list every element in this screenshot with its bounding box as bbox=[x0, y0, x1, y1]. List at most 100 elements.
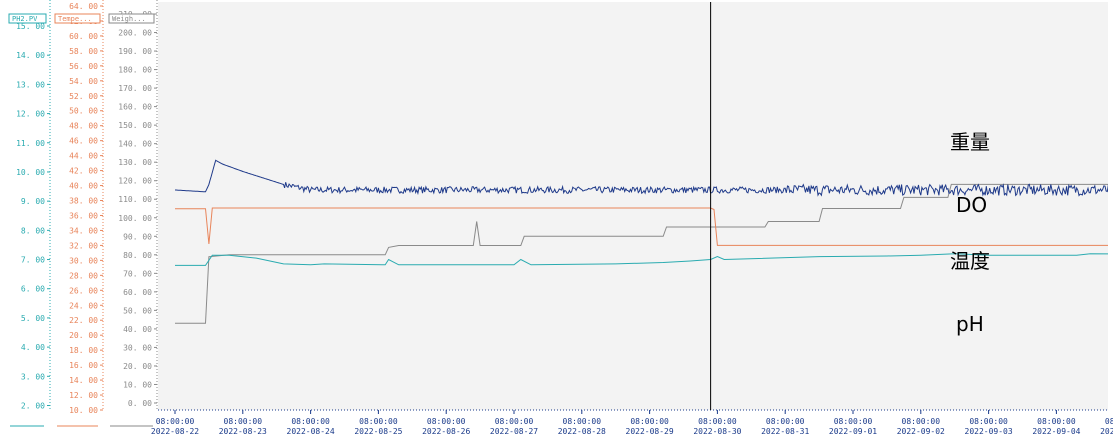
x-tick-date: 2022-09-04 bbox=[1032, 427, 1080, 436]
weight-tick-label: 20. 00 bbox=[123, 362, 152, 371]
weight-tick-label: 150. 00 bbox=[118, 121, 152, 130]
weight-tick-label: 130. 00 bbox=[118, 158, 152, 167]
ph-tick-label: 13. 00 bbox=[16, 80, 45, 89]
x-tick-time: 08:00:00 bbox=[698, 417, 737, 426]
temp-tick-label: 44. 00 bbox=[69, 152, 98, 161]
x-axis-ticks: 08:00:002022-08-2208:00:002022-08-2308:0… bbox=[151, 410, 1113, 436]
x-tick-date: 2022-08-23 bbox=[219, 427, 267, 436]
x-tick-date: 2022-08-25 bbox=[354, 427, 402, 436]
temp-tick-label: 12. 00 bbox=[69, 391, 98, 400]
weight-tick-label: 170. 00 bbox=[118, 84, 152, 93]
weight-tick-label: 110. 00 bbox=[118, 195, 152, 204]
temp-tick-label: 24. 00 bbox=[69, 301, 98, 310]
weight-tick-label: 40. 00 bbox=[123, 325, 152, 334]
x-tick-time: 08:00:00 bbox=[969, 417, 1008, 426]
temp-tick-label: 18. 00 bbox=[69, 346, 98, 355]
x-tick-date: 2022-08-26 bbox=[422, 427, 470, 436]
temp-tick-label: 54. 00 bbox=[69, 77, 98, 86]
annotation-ph: pH bbox=[956, 312, 984, 336]
axis-panel: 2. 00 3. 00 4. 00 5. 00 6. 00 7. 00 8. 00 9. 00… bbox=[16, 0, 158, 415]
ph-tick-label: 7. 00 bbox=[21, 256, 45, 265]
weight-tick-label: 60. 00 bbox=[123, 288, 152, 297]
temp-tick-label: 60. 00 bbox=[69, 32, 98, 41]
ph-tick-label: 5. 00 bbox=[21, 314, 45, 323]
x-tick-time: 08:00:00 bbox=[224, 417, 263, 426]
x-tick-date: 2022-09-05 bbox=[1100, 427, 1113, 436]
temp-tick-label: 58. 00 bbox=[69, 47, 98, 56]
temp-tick-label: 22. 00 bbox=[69, 316, 98, 325]
weight-tick-label: 160. 00 bbox=[118, 103, 152, 112]
temp-tick-label: 14. 00 bbox=[69, 376, 98, 385]
series-line-weigh bbox=[175, 183, 1108, 324]
weight-tick-label: 140. 00 bbox=[118, 140, 152, 149]
temp-tick-label: 26. 00 bbox=[69, 286, 98, 295]
temp-tick-label: 34. 00 bbox=[69, 226, 98, 235]
ph-tick-label: 8. 00 bbox=[21, 226, 45, 235]
annotation-do: DO bbox=[956, 193, 987, 217]
temp-tick-label: 46. 00 bbox=[69, 137, 98, 146]
weight-tick-label: 0. 00 bbox=[128, 399, 152, 408]
x-tick-date: 2022-08-30 bbox=[693, 427, 741, 436]
x-tick-time: 08:00:00 bbox=[291, 417, 330, 426]
legend-ph-box[interactable] bbox=[8, 13, 47, 24]
temp-tick-label: 38. 00 bbox=[69, 197, 98, 206]
ph-tick-label: 4. 00 bbox=[21, 343, 45, 352]
legend-temp-label: Tempe... bbox=[58, 15, 92, 23]
ph-tick-label: 10. 00 bbox=[16, 168, 45, 177]
series-layer bbox=[175, 159, 1108, 324]
temp-tick-label: 32. 00 bbox=[69, 241, 98, 250]
weight-tick-label: 200. 00 bbox=[118, 29, 152, 38]
x-tick-date: 2022-08-27 bbox=[490, 427, 538, 436]
ph-tick-label: 15. 00 bbox=[16, 22, 45, 31]
series-line-tempe bbox=[175, 207, 1108, 246]
weight-tick-label: 50. 00 bbox=[123, 306, 152, 315]
temp-tick-label: 56. 00 bbox=[69, 62, 98, 71]
weight-tick-label: 80. 00 bbox=[123, 251, 152, 260]
x-tick-date: 2022-08-31 bbox=[761, 427, 809, 436]
temp-tick-label: 64. 00 bbox=[69, 2, 98, 11]
x-tick-time: 08:00:00 bbox=[563, 417, 602, 426]
series-line-ph2pv bbox=[175, 253, 1108, 266]
temp-axis-ticks: 10. 00 12. 00 14. 00 16. 00 18. 00 20. 00 22. … bbox=[69, 2, 103, 415]
ph-tick-label: 2. 00 bbox=[21, 402, 45, 411]
weight-tick-label: 190. 00 bbox=[118, 47, 152, 56]
x-tick-date: 2022-09-01 bbox=[829, 427, 877, 436]
x-tick-time: 08:00:00 bbox=[766, 417, 805, 426]
ph-tick-label: 9. 00 bbox=[21, 197, 45, 206]
ph-tick-label: 14. 00 bbox=[16, 51, 45, 60]
plot-area[interactable] bbox=[158, 2, 1108, 410]
temp-tick-label: 20. 00 bbox=[69, 331, 98, 340]
x-tick-date: 2022-08-28 bbox=[558, 427, 606, 436]
ph-tick-label: 11. 00 bbox=[16, 139, 45, 148]
temp-tick-label: 42. 00 bbox=[69, 167, 98, 176]
weight-tick-label: 70. 00 bbox=[123, 269, 152, 278]
annotation-temp: 温度 bbox=[950, 249, 990, 273]
x-tick-time: 08:00:00 bbox=[902, 417, 941, 426]
legend-temp-box[interactable] bbox=[54, 13, 101, 24]
x-tick-date: 2022-09-02 bbox=[897, 427, 945, 436]
legend-ph-label: PH2.PV bbox=[12, 15, 38, 23]
temp-tick-label: 50. 00 bbox=[69, 107, 98, 116]
x-tick-time: 08:00:00 bbox=[1105, 417, 1113, 426]
weight-tick-label: 120. 00 bbox=[118, 177, 152, 186]
x-tick-date: 2022-08-22 bbox=[151, 427, 199, 436]
x-tick-date: 2022-08-29 bbox=[626, 427, 674, 436]
weight-tick-label: 180. 00 bbox=[118, 66, 152, 75]
temp-tick-label: 40. 00 bbox=[69, 182, 98, 191]
legend: PH2.PV Tempe... Weigh... bbox=[8, 13, 155, 427]
weight-tick-label: 30. 00 bbox=[123, 343, 152, 352]
ph-tick-label: 6. 00 bbox=[21, 285, 45, 294]
x-tick-time: 08:00:00 bbox=[834, 417, 873, 426]
x-tick-time: 08:00:00 bbox=[359, 417, 398, 426]
temp-tick-label: 48. 00 bbox=[69, 122, 98, 131]
weight-tick-label: 90. 00 bbox=[123, 232, 152, 241]
x-tick-time: 08:00:00 bbox=[495, 417, 534, 426]
x-tick-date: 2022-09-03 bbox=[965, 427, 1013, 436]
temp-tick-label: 10. 00 bbox=[69, 406, 98, 415]
temp-tick-label: 52. 00 bbox=[69, 92, 98, 101]
series-line-do bbox=[175, 159, 1108, 197]
ph-tick-label: 12. 00 bbox=[16, 110, 45, 119]
weight-tick-label: 10. 00 bbox=[123, 380, 152, 389]
legend-weight-box[interactable] bbox=[108, 13, 155, 24]
